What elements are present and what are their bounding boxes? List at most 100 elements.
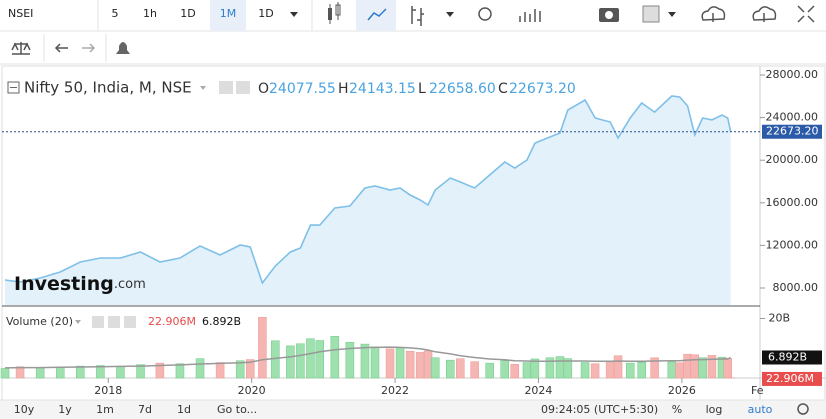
volume-bar [370, 346, 380, 379]
volume-bar [306, 338, 315, 379]
interval[interactable]: 1h [143, 7, 157, 20]
cloud-upload[interactable] [752, 6, 777, 22]
bars-icon[interactable] [411, 6, 424, 26]
ohlc-value: 22673.20 [509, 81, 576, 97]
cloud-download[interactable] [701, 6, 726, 22]
range[interactable]: 1d [177, 403, 191, 416]
y-tick-label: 28000.00 [766, 68, 819, 81]
option[interactable]: % [672, 403, 682, 416]
ohlc-key: O [258, 81, 269, 97]
volume-bar [15, 366, 25, 379]
go-to[interactable]: Go to... [217, 403, 257, 416]
logo-suffix: .com [114, 277, 146, 292]
volume-bar [0, 368, 10, 379]
redo[interactable] [82, 43, 96, 53]
legend-icon[interactable] [108, 316, 120, 328]
x-tick-label: 2022 [381, 384, 409, 397]
volume-bar [707, 355, 717, 379]
selected-interval-bg [210, 0, 246, 31]
volume-bar [698, 357, 707, 379]
y-tick-label: 12000.00 [766, 238, 819, 251]
legend-icon[interactable] [92, 316, 104, 328]
clock: 09:24:05 (UTC+5:30) [541, 403, 658, 416]
volume-bar [675, 362, 684, 379]
volume-bar [195, 358, 205, 379]
volume-bar [360, 343, 370, 379]
dropdown[interactable] [290, 12, 298, 17]
candles-icon[interactable] [328, 2, 341, 24]
volume-bar [55, 367, 65, 379]
collapse-icon[interactable] [7, 81, 20, 94]
interval[interactable]: 1D [258, 7, 273, 20]
alert-icon[interactable] [116, 42, 130, 54]
last-price-label: 22673.20 [766, 125, 819, 138]
dropdown[interactable] [446, 12, 454, 17]
indicators-icon[interactable] [519, 9, 541, 22]
x-axis-cut-label: Fe [751, 384, 764, 397]
volume-bar [155, 362, 165, 379]
range[interactable]: 7d [138, 403, 152, 416]
ma-last-label: 6.892B [768, 350, 807, 363]
volume-bar [723, 358, 732, 379]
volume-bar [446, 359, 455, 379]
price-title: Nifty 50, India, M, NSE [24, 79, 192, 97]
line-icon[interactable] [367, 8, 387, 21]
volume-title: Volume (20) [6, 315, 73, 328]
ohlc-value: 22658.60 [429, 81, 496, 97]
volume-bar [175, 363, 185, 379]
volume-bar [510, 364, 520, 379]
ma-last-box [762, 350, 822, 365]
volume-bar [650, 357, 659, 379]
legend-icon[interactable] [219, 81, 233, 94]
undo[interactable] [54, 43, 68, 53]
legend-icon[interactable] [236, 81, 250, 94]
x-tick-label: 2024 [524, 384, 552, 397]
volume-bar [35, 367, 45, 379]
volume-bar [385, 348, 395, 379]
dropdown[interactable] [668, 12, 676, 17]
volume-ma-line [4, 346, 731, 369]
camera-icon[interactable] [599, 8, 619, 22]
volume-bar [500, 360, 510, 379]
ohlc-key: C [498, 81, 508, 97]
volume-bar [245, 359, 255, 379]
legend-icon[interactable] [124, 316, 136, 328]
volume-value: 22.906M [148, 315, 196, 328]
y-tick-label: 24000.00 [766, 111, 819, 124]
y-tick-label: 16000.00 [766, 196, 819, 209]
interval[interactable]: 1D [180, 7, 195, 20]
range[interactable]: 10y [14, 403, 35, 416]
fullscreen-icon[interactable] [797, 5, 815, 23]
settings-icon[interactable] [797, 403, 809, 415]
volume-bar [215, 362, 225, 379]
x-tick-label: 2026 [668, 384, 696, 397]
option[interactable]: auto [748, 403, 773, 416]
volume-bar [430, 357, 440, 379]
range[interactable]: 1y [58, 403, 72, 416]
dropdown[interactable] [75, 320, 81, 324]
volume-bar [485, 362, 494, 379]
volume-last-label: 22.906M [766, 372, 814, 385]
compare-icon[interactable] [11, 42, 31, 55]
volume-bar [545, 357, 555, 379]
volume-bar [470, 361, 479, 379]
interval[interactable]: 5 [112, 7, 119, 20]
settings-icon[interactable] [478, 7, 492, 21]
volume-bar [258, 317, 267, 379]
x-tick-label: 2018 [94, 384, 122, 397]
symbol[interactable]: NSEI [8, 7, 33, 20]
volume-bar [395, 347, 405, 379]
y-tick-label: 20000.00 [766, 153, 819, 166]
y-tick-label: 8000.00 [773, 281, 819, 294]
dropdown[interactable] [200, 86, 206, 90]
volume-bar [330, 336, 340, 379]
ohlc-value: 24143.15 [349, 81, 416, 97]
interval[interactable]: 1M [220, 7, 237, 20]
range[interactable]: 1m [96, 403, 114, 416]
toolbar [0, 0, 826, 31]
ohlc-key: L [418, 81, 426, 97]
volume-bar [683, 353, 692, 379]
option[interactable]: log [706, 403, 723, 416]
logo: Investing.com [14, 273, 146, 295]
color-icon[interactable] [642, 5, 660, 23]
